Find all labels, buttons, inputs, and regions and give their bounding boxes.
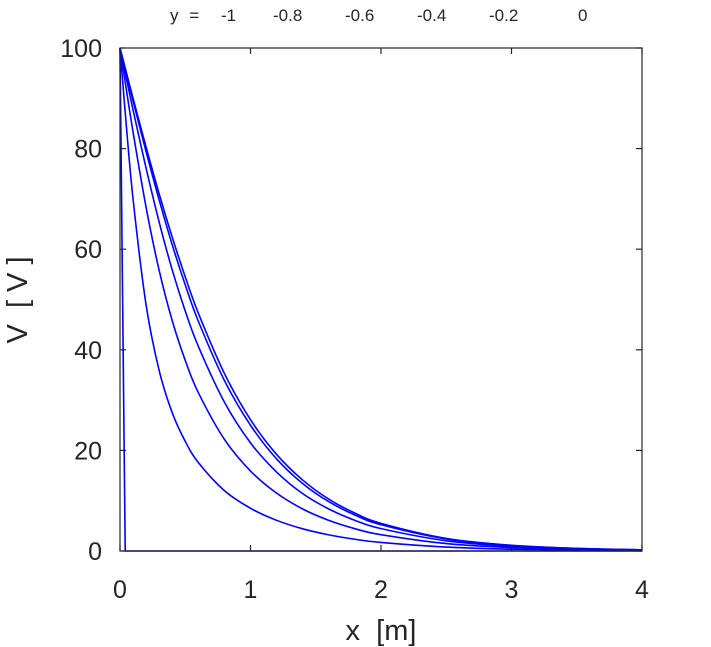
- legend-label-y-neg0.2: -0.2: [489, 6, 519, 25]
- x-tick-label: 3: [505, 576, 519, 604]
- y-tick-label: 40: [74, 337, 102, 365]
- y-axis-label: V [ V ]: [2, 256, 34, 343]
- curve-y--1: [119, 47, 642, 552]
- legend-label-y-neg0.6: -0.6: [345, 6, 375, 25]
- curve-y--0.6: [119, 47, 643, 552]
- curve-y--0.4: [119, 47, 643, 551]
- legend-label-y-neg1: -1: [221, 6, 237, 25]
- x-tick-label: 0: [113, 576, 127, 604]
- curve-y-0: [119, 47, 643, 551]
- y-tick-label: 100: [60, 35, 102, 63]
- y-tick-label: 20: [74, 437, 102, 465]
- legend-header: y =: [170, 6, 200, 25]
- legend-label-y-0: 0: [578, 6, 588, 25]
- curve-y--0.8: [119, 47, 643, 552]
- x-tick-label: 2: [374, 576, 388, 604]
- x-axis-label: x [m]: [346, 615, 417, 647]
- y-tick-label: 80: [74, 136, 102, 164]
- x-tick-label: 4: [635, 576, 649, 604]
- plot-frame: [119, 47, 643, 552]
- x-tick-label: 1: [244, 576, 258, 604]
- curve-y--0.2: [119, 47, 643, 551]
- legend-label-y-neg0.8: -0.8: [273, 6, 303, 25]
- y-tick-label: 60: [74, 236, 102, 264]
- y-tick-label: 0: [88, 538, 102, 566]
- legend-label-y-neg0.4: -0.4: [417, 6, 447, 25]
